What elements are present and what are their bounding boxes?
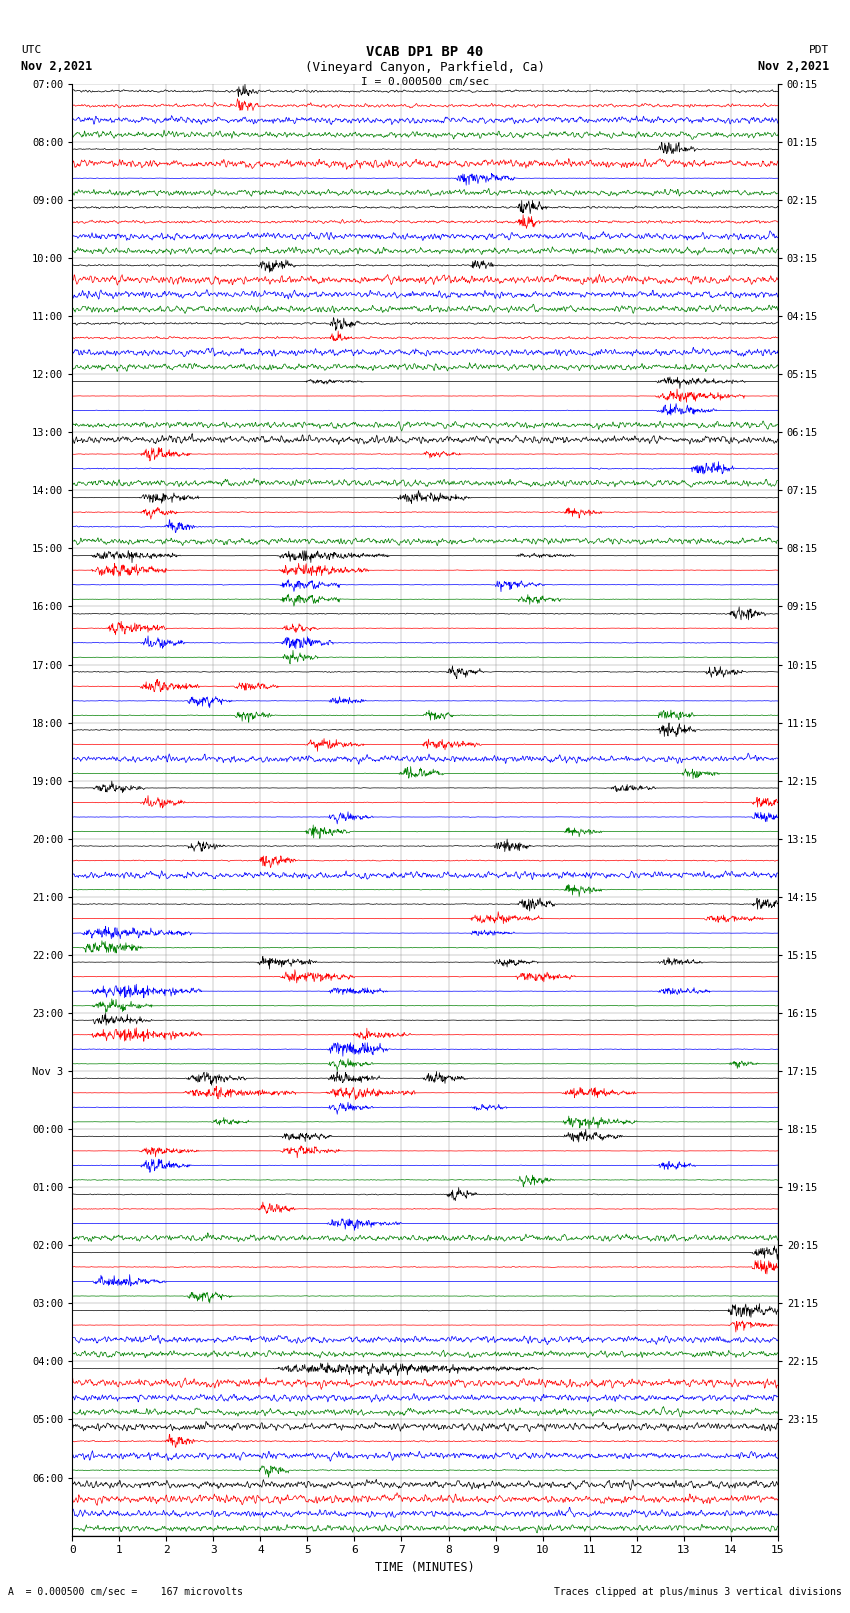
Text: I = 0.000500 cm/sec: I = 0.000500 cm/sec xyxy=(361,77,489,87)
Text: VCAB DP1 BP 40: VCAB DP1 BP 40 xyxy=(366,45,484,60)
X-axis label: TIME (MINUTES): TIME (MINUTES) xyxy=(375,1561,475,1574)
Text: A  = 0.000500 cm/sec =    167 microvolts: A = 0.000500 cm/sec = 167 microvolts xyxy=(8,1587,243,1597)
Text: UTC: UTC xyxy=(21,45,42,55)
Text: PDT: PDT xyxy=(808,45,829,55)
Text: Nov 2,2021: Nov 2,2021 xyxy=(757,60,829,73)
Text: Nov 2,2021: Nov 2,2021 xyxy=(21,60,93,73)
Text: (Vineyard Canyon, Parkfield, Ca): (Vineyard Canyon, Parkfield, Ca) xyxy=(305,61,545,74)
Text: Traces clipped at plus/minus 3 vertical divisions: Traces clipped at plus/minus 3 vertical … xyxy=(553,1587,842,1597)
